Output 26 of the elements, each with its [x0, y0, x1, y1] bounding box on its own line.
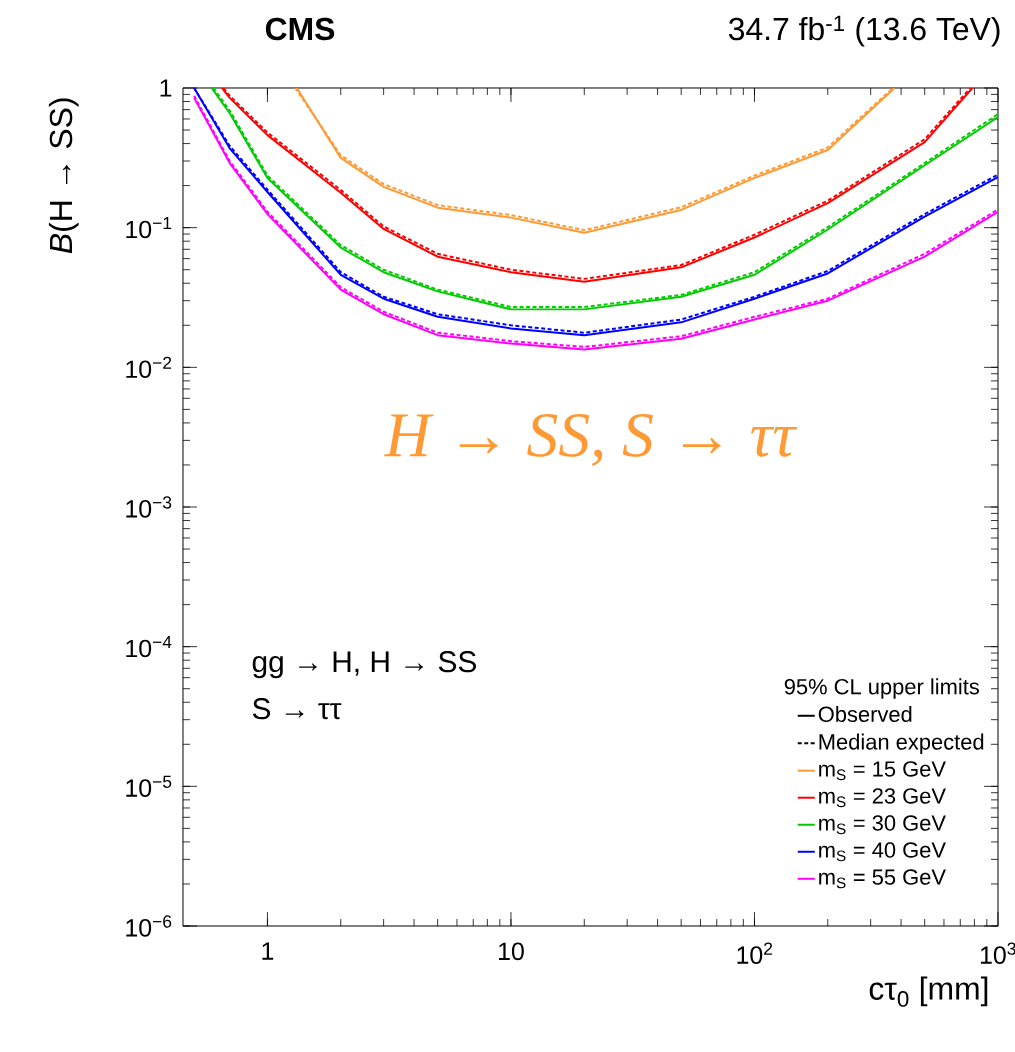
- chart-title: CMS: [265, 17, 335, 41]
- y-tick-label: 10$^{−5}$: [126, 775, 172, 797]
- x-tick-label: 1: [262, 942, 274, 960]
- legend-label: m$_{S}$ = 55 GeV: [819, 869, 946, 889]
- x-tick-label: 10$^{3}$: [980, 942, 1015, 964]
- legend-title: 95% CL upper limits: [784, 678, 980, 699]
- legend-label: m$_{S}$ = 30 GeV: [819, 815, 946, 835]
- y-tick-label: 1: [160, 79, 172, 97]
- y-tick-label: 10$^{−3}$: [126, 496, 172, 518]
- legend-label: m$_{S}$ = 40 GeV: [819, 842, 946, 862]
- x-axis-title: cτ$_{0}$ [mm]: [869, 976, 988, 1007]
- legend-label: Median expected: [819, 733, 984, 754]
- legend-label: m$_{S}$ = 23 GeV: [819, 788, 946, 808]
- y-tick-label: 10$^{−6}$: [126, 915, 172, 937]
- y-tick-label: 10$^{−4}$: [126, 636, 172, 658]
- annotation: H → SS, S → ττ: [384, 413, 798, 467]
- y-axis-title: B(H → SS): [48, 98, 79, 254]
- x-tick-label: 10$^{2}$: [737, 942, 773, 964]
- y-tick-label: 10$^{−2}$: [126, 356, 172, 379]
- text: 34.7 fb$^{-1}$ (13.6 TeV): [728, 15, 1000, 47]
- legend-label: Observed: [818, 705, 912, 723]
- x-tick-label: 10: [499, 942, 524, 961]
- y-tick-label: 10$^{−1}$: [126, 217, 172, 239]
- legend-label: m$_{S}$ = 15 GeV: [819, 761, 946, 781]
- annotation: gg → H, H → SS: [252, 651, 476, 679]
- annotation: S → ττ: [252, 698, 342, 720]
